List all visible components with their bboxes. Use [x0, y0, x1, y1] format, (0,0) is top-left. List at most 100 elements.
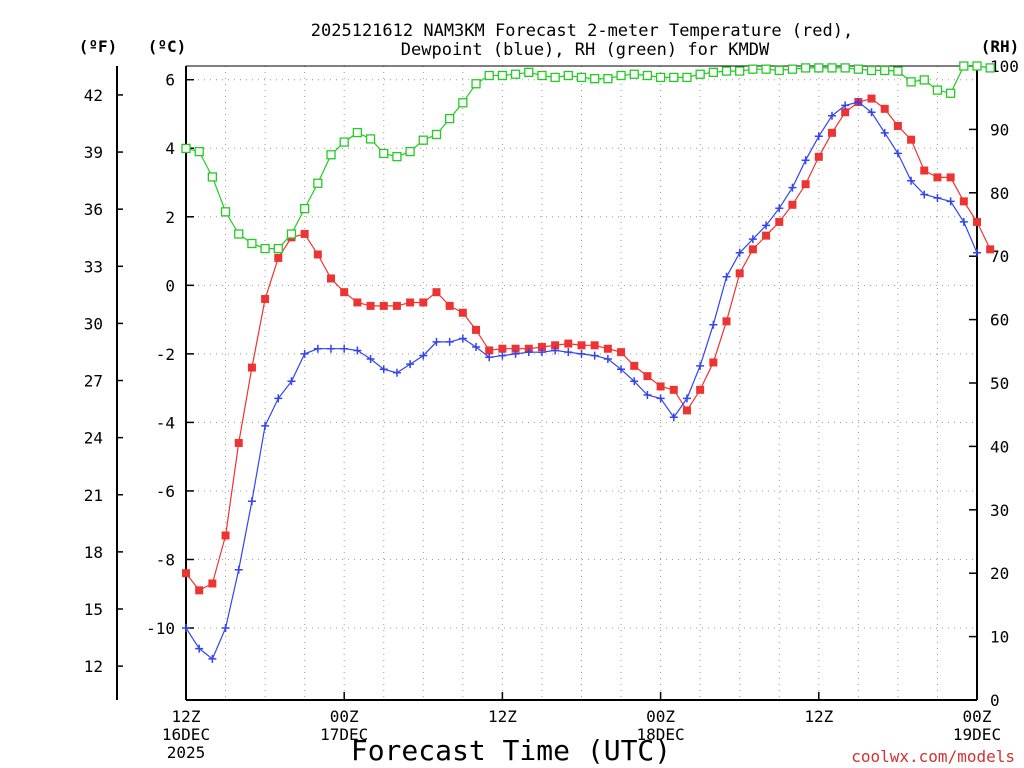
- temperature-point: [485, 346, 494, 355]
- rh-point: [563, 70, 573, 81]
- temperature-point: [551, 341, 560, 350]
- temperature-point: [221, 531, 230, 540]
- rh-point: [299, 203, 310, 214]
- dewpoint-point: [643, 390, 652, 399]
- dewpoint-point: [327, 344, 336, 353]
- x-tick-label: 17DEC: [320, 725, 368, 744]
- dewpoint-point: [458, 334, 467, 343]
- rh-point: [471, 79, 481, 89]
- dewpoint-point: [973, 248, 981, 257]
- temperature-point: [669, 385, 678, 394]
- x-tick-label: 00Z: [646, 707, 675, 726]
- dewpoint-point: [274, 394, 283, 403]
- dewpoint-point: [524, 348, 533, 357]
- temperature-point: [933, 173, 942, 182]
- rh-point: [379, 148, 389, 159]
- rh-line: [185, 65, 991, 250]
- dewpoint-point: [893, 149, 902, 158]
- data-series: [181, 61, 995, 663]
- rh-point: [418, 135, 428, 145]
- credit-text: coolwx.com/models: [851, 747, 1015, 766]
- rh-point: [590, 74, 600, 84]
- rh-tick-label: 10: [990, 628, 1009, 647]
- x-tick-label: 00Z: [330, 707, 359, 726]
- rh-point: [603, 74, 613, 84]
- dewpoint-point: [827, 111, 836, 120]
- rh-point: [906, 77, 916, 87]
- temperature-point: [432, 288, 441, 297]
- temperature-point: [458, 308, 467, 317]
- x-tick-label: 12Z: [172, 707, 201, 726]
- dewpoint-point: [392, 368, 401, 377]
- temperature-point: [986, 245, 995, 254]
- temperature-point: [643, 372, 652, 381]
- rh-point: [207, 172, 218, 182]
- dewpoint-point: [511, 349, 520, 358]
- dewpoint-point: [709, 320, 718, 329]
- temperature-point: [406, 298, 415, 307]
- dewpoint-point: [577, 349, 586, 358]
- dewpoint-point: [867, 108, 876, 117]
- fahrenheit-tick-label: 21: [84, 486, 103, 505]
- rh-point: [576, 72, 587, 83]
- fahrenheit-tick-label: 42: [84, 86, 103, 105]
- temperature-point: [959, 197, 968, 206]
- x-tick-label: 18DEC: [637, 725, 685, 744]
- temperature-point: [274, 253, 283, 262]
- temperature-point: [656, 382, 665, 391]
- temperature-point: [775, 217, 784, 226]
- rh-tick-label: 80: [990, 184, 1009, 203]
- rh-tick-label: 40: [990, 437, 1009, 456]
- rh-point: [484, 70, 494, 81]
- temperature-point: [511, 344, 520, 353]
- temperature-point: [392, 301, 401, 310]
- dewpoint-line: [185, 101, 978, 660]
- dewpoint-point: [366, 355, 375, 364]
- dewpoint-point: [313, 344, 322, 353]
- dewpoint-point: [195, 644, 204, 653]
- rh-point: [840, 63, 850, 73]
- dewpoint-point: [854, 97, 863, 106]
- temperature-point: [261, 295, 270, 304]
- rh-point: [655, 72, 666, 83]
- temperature-point: [630, 361, 639, 370]
- rh-point: [247, 238, 257, 249]
- x-tick-label: 2025: [167, 743, 206, 762]
- dewpoint-point: [669, 413, 678, 422]
- rh-point: [392, 152, 402, 162]
- rh-point: [985, 63, 995, 73]
- temperature-point: [182, 569, 190, 578]
- rh-point: [234, 229, 244, 239]
- rh-point: [853, 64, 863, 74]
- dewpoint-point: [432, 337, 441, 346]
- temperature-point: [379, 301, 388, 310]
- rh-point: [735, 66, 745, 76]
- series-dewpoint: [182, 97, 981, 663]
- rh-point: [352, 127, 363, 138]
- temperature-point: [788, 200, 797, 209]
- chart-title-line2: Dewpoint (blue), RH (green) for KMDW: [401, 40, 770, 60]
- dewpoint-point: [419, 351, 428, 360]
- dewpoint-point: [788, 183, 797, 192]
- temperature-point: [762, 231, 771, 240]
- rh-point: [919, 75, 929, 85]
- rh-point: [365, 134, 376, 144]
- x-tick-label: 12Z: [804, 707, 833, 726]
- rh-tick-label: 20: [990, 564, 1009, 583]
- dewpoint-point: [907, 176, 916, 185]
- rh-point: [642, 70, 653, 81]
- rh-point: [945, 88, 956, 98]
- rh-point: [524, 67, 534, 77]
- temperature-point: [814, 152, 823, 161]
- rh-point: [339, 137, 349, 147]
- dewpoint-point: [406, 360, 415, 369]
- temperature-point: [682, 406, 691, 415]
- dewpoint-point: [880, 128, 889, 137]
- rh-point: [800, 63, 811, 73]
- x-tick-label: 12Z: [488, 707, 517, 726]
- rh-tick-label: 90: [990, 120, 1009, 139]
- fahrenheit-tick-label: 24: [84, 429, 103, 448]
- fahrenheit-axis-unit: (ºF): [79, 37, 118, 56]
- dewpoint-point: [682, 394, 691, 403]
- temperature-point: [195, 586, 204, 595]
